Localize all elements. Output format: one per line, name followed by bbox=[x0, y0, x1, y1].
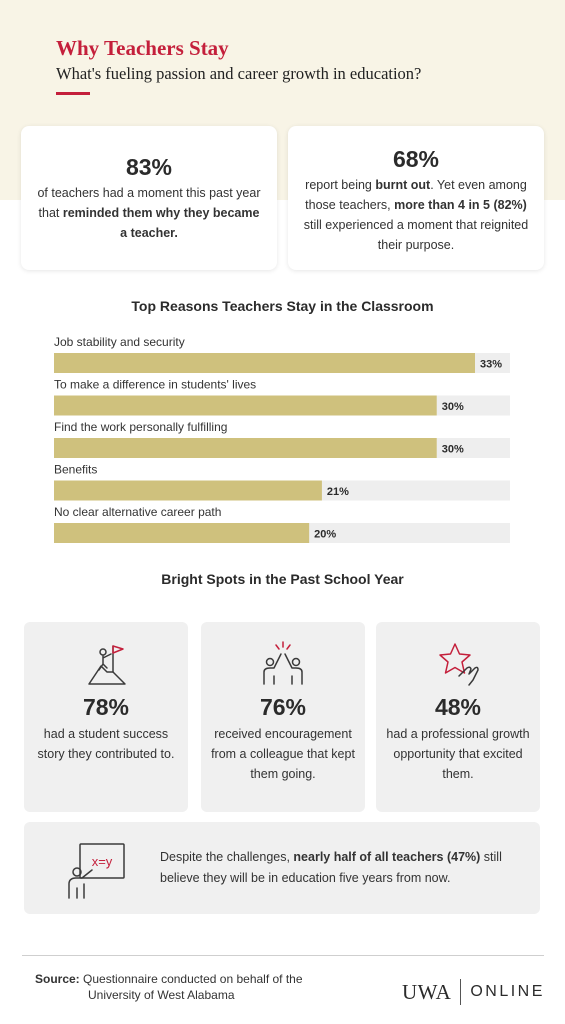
spot-value: 76% bbox=[259, 694, 307, 720]
bar-value-label: 21% bbox=[327, 486, 349, 498]
spot-text: received encouragement from a colleague … bbox=[211, 727, 355, 781]
bar bbox=[54, 523, 310, 543]
bar-value-label: 30% bbox=[442, 444, 464, 456]
stat-card-83: 83% of teachers had a moment this past y… bbox=[21, 126, 277, 270]
star-hand-icon bbox=[439, 643, 479, 686]
bright-spot-card-78: 78% had a student success story they con… bbox=[24, 622, 188, 812]
bar bbox=[54, 480, 322, 501]
stat-text: of teachers had a moment this past year … bbox=[37, 186, 261, 240]
bar-category-label: Find the work personally fulfilling bbox=[54, 420, 227, 434]
title-underline bbox=[56, 92, 90, 95]
bright-spot-card-76: 76% received encouragement from a collea… bbox=[201, 622, 365, 812]
bright-spot-card-48: 48% had a professional growth opportunit… bbox=[376, 622, 540, 812]
logo-separator bbox=[460, 979, 462, 1005]
bar-category-label: No clear alternative career path bbox=[54, 505, 221, 519]
spot-value: 48% bbox=[434, 694, 482, 720]
stat-value: 83% bbox=[125, 154, 173, 180]
bar-value-label: 20% bbox=[314, 529, 336, 541]
bar bbox=[54, 353, 475, 373]
chart-title: Top Reasons Teachers Stay in the Classro… bbox=[131, 298, 434, 314]
high-five-icon bbox=[263, 641, 303, 685]
spot-value: 78% bbox=[82, 694, 130, 720]
bar-value-label: 33% bbox=[480, 359, 502, 371]
bar-category-label: Benefits bbox=[54, 463, 97, 477]
spot-text: had a professional growth opportunity th… bbox=[386, 727, 530, 781]
bar-category-label: Job stability and security bbox=[54, 335, 185, 349]
bar-value-label: 30% bbox=[442, 401, 464, 413]
source-text-2: University of West Alabama bbox=[88, 988, 235, 1002]
summit-flag-icon bbox=[88, 645, 126, 685]
future-outlook-text: Despite the challenges, nearly half of a… bbox=[160, 850, 502, 885]
source-note: Source: Questionnaire conducted on behal… bbox=[35, 971, 355, 1003]
stat-card-68: 68% report being burnt out. Yet even amo… bbox=[288, 126, 544, 270]
future-outlook-card: x=y Despite the challenges, nearly half … bbox=[24, 822, 540, 914]
stat-value: 68% bbox=[392, 146, 440, 172]
bar bbox=[54, 438, 437, 458]
footer-divider bbox=[22, 955, 544, 956]
logo-uwa: UWA bbox=[402, 979, 452, 1004]
spot-text: had a student success story they contrib… bbox=[37, 727, 175, 761]
board-formula: x=y bbox=[92, 854, 113, 869]
page-title: Why Teachers Stay bbox=[56, 36, 229, 60]
source-text: Questionnaire conducted on behalf of the bbox=[83, 972, 303, 986]
reasons-bar-chart: Job stability and security 33% To make a d… bbox=[54, 335, 510, 543]
source-label: Source: bbox=[35, 972, 80, 986]
teacher-whiteboard-icon: x=y bbox=[68, 843, 125, 899]
bar-category-label: To make a difference in students' lives bbox=[54, 378, 256, 392]
stat-text: report being burnt out. Yet even among t… bbox=[303, 178, 529, 252]
logo-online: ONLINE bbox=[470, 983, 545, 1000]
uwa-online-logo: UWA ONLINE bbox=[402, 977, 545, 1007]
bar bbox=[54, 395, 437, 416]
bright-spots-title: Bright Spots in the Past School Year bbox=[161, 571, 404, 587]
page-subtitle: What's fueling passion and career growth… bbox=[56, 64, 422, 83]
